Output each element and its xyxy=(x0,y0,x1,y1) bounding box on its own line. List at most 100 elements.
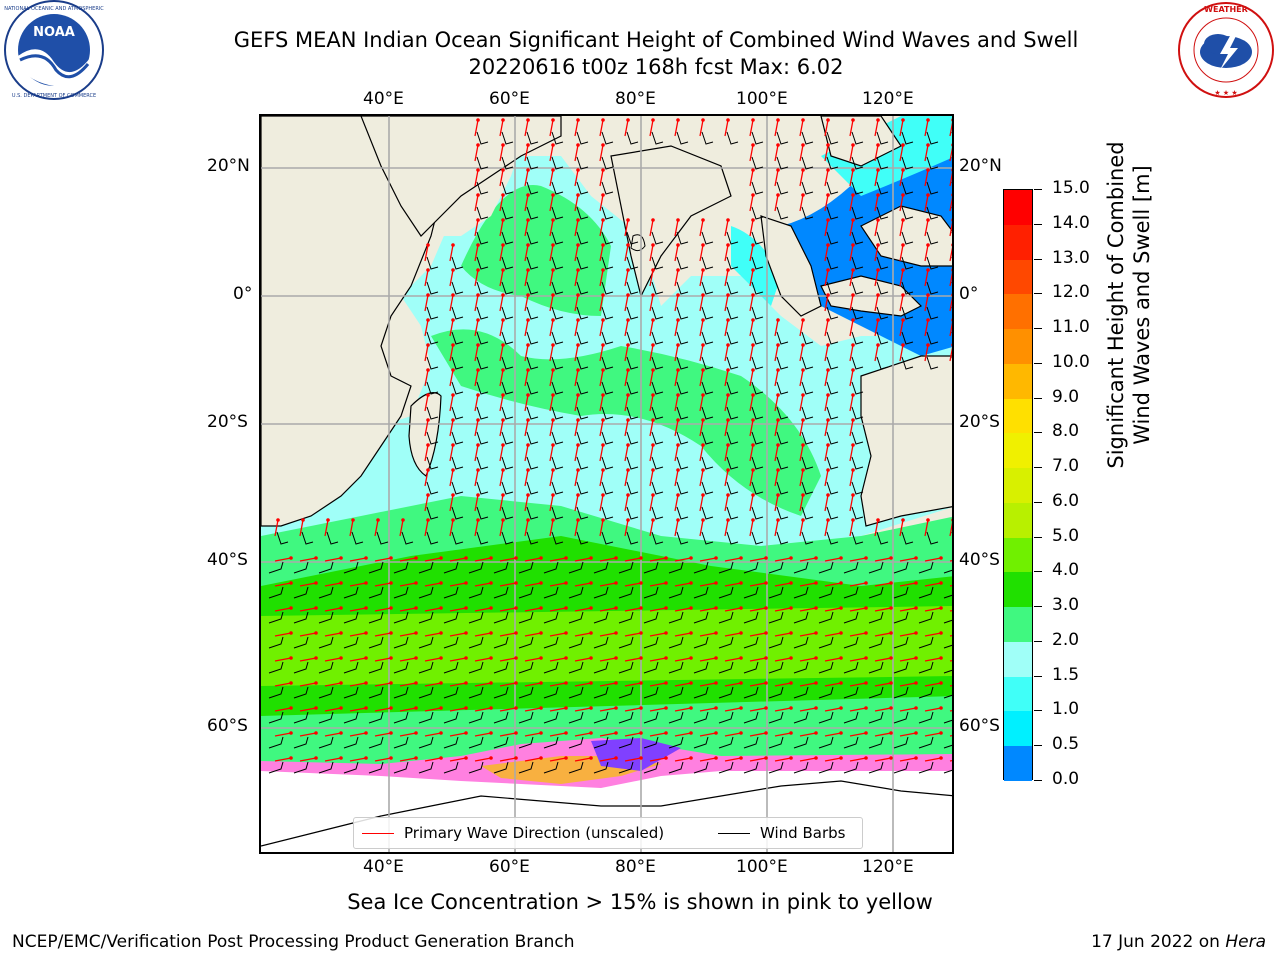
wave-arrow-head xyxy=(676,118,680,122)
colorbar-band xyxy=(1004,641,1032,677)
wave-direction-arrow xyxy=(674,582,692,587)
wave-direction-arrow xyxy=(474,344,479,362)
wind-barb xyxy=(501,406,514,420)
wind-barb xyxy=(751,306,764,320)
wind-barb xyxy=(826,256,839,270)
wave-arrow-head xyxy=(501,168,505,172)
wind-barb xyxy=(726,431,739,445)
wind-barb xyxy=(776,206,789,220)
wave-arrow-head xyxy=(526,243,530,247)
wave-direction-arrow xyxy=(849,757,867,762)
wind-barb xyxy=(668,561,684,574)
wave-direction-arrow xyxy=(874,219,879,237)
wave-arrow-head xyxy=(739,606,743,610)
wave-direction-arrow xyxy=(749,707,767,712)
wave-direction-arrow xyxy=(474,519,479,537)
wave-arrow-head xyxy=(951,243,952,247)
wave-arrow-head xyxy=(889,631,893,635)
wind-barb xyxy=(951,132,952,134)
wave-arrow-head xyxy=(551,393,555,397)
wave-direction-arrow xyxy=(524,419,529,437)
wind-barb xyxy=(318,761,334,774)
wind-barb xyxy=(293,661,309,674)
wave-direction-arrow xyxy=(949,271,952,287)
wind-barb xyxy=(743,736,759,749)
wave-direction-arrow xyxy=(824,319,829,337)
wave-direction-arrow xyxy=(774,632,792,637)
wave-arrow-head xyxy=(901,143,905,147)
wave-direction-arrow xyxy=(574,757,592,762)
wave-direction-arrow xyxy=(724,557,742,562)
wind-barb xyxy=(718,586,734,599)
wind-barb xyxy=(526,381,539,395)
wind-barb xyxy=(918,736,934,749)
wind-barb xyxy=(526,481,539,495)
wave-arrow-head xyxy=(701,268,705,272)
wave-arrow-head xyxy=(476,118,480,122)
wave-arrow-head xyxy=(751,118,755,122)
wind-barb xyxy=(293,736,309,749)
wave-direction-arrow xyxy=(449,632,467,637)
wave-arrow-head xyxy=(539,631,543,635)
wave-arrow-head xyxy=(601,243,605,247)
wind-barb xyxy=(443,711,459,724)
wave-arrow-head xyxy=(526,443,530,447)
wave-direction-arrow xyxy=(949,121,952,137)
wave-direction-arrow xyxy=(824,219,829,237)
wave-direction-arrow xyxy=(549,732,567,737)
wave-arrow-head xyxy=(701,318,705,322)
wave-arrow-head xyxy=(726,243,730,247)
wind-barb xyxy=(693,586,709,599)
colorbar-tick xyxy=(1034,675,1042,677)
wave-direction-arrow xyxy=(449,319,454,337)
colorbar-tick-label: 6.0 xyxy=(1052,490,1080,511)
wave-direction-arrow xyxy=(574,194,579,212)
wave-arrow-head xyxy=(814,581,818,585)
wave-arrow-head xyxy=(851,193,855,197)
wind-barb xyxy=(593,586,609,599)
colorbar-band xyxy=(1004,329,1032,364)
wave-direction-arrow xyxy=(749,607,767,612)
wave-arrow-head xyxy=(651,418,655,422)
wind-barb xyxy=(526,356,539,370)
wave-direction-arrow xyxy=(749,519,754,537)
wave-direction-arrow xyxy=(799,707,817,712)
wind-barb xyxy=(718,761,734,774)
wind-barb xyxy=(768,686,784,699)
wave-direction-arrow xyxy=(799,582,817,587)
wind-barb xyxy=(951,307,952,309)
wave-direction-arrow xyxy=(549,319,554,337)
wind-barb xyxy=(676,281,689,295)
wave-direction-arrow xyxy=(824,169,829,187)
wave-direction-arrow xyxy=(749,444,754,462)
wave-arrow-head xyxy=(789,556,793,560)
wave-direction-arrow xyxy=(649,632,667,637)
wave-direction-arrow xyxy=(499,444,504,462)
wind-barb xyxy=(701,256,714,270)
wind-barb xyxy=(476,406,489,420)
wave-direction-arrow xyxy=(324,732,342,737)
wind-barb xyxy=(876,206,889,220)
wave-arrow-head xyxy=(601,218,605,222)
wave-direction-arrow xyxy=(449,657,467,662)
wave-direction-arrow xyxy=(649,394,654,412)
wave-direction-arrow xyxy=(849,682,867,687)
wave-arrow-head xyxy=(501,518,505,522)
sea-ice-caption: Sea Ice Concentration > 15% is shown in … xyxy=(347,890,933,914)
wave-direction-arrow xyxy=(499,757,517,762)
wave-arrow-head xyxy=(451,368,455,372)
wind-barb xyxy=(393,761,409,774)
wind-barb xyxy=(851,331,864,345)
wave-arrow-head xyxy=(526,118,530,122)
wind-barb xyxy=(526,181,539,195)
wave-direction-arrow xyxy=(524,319,529,337)
wave-direction-arrow xyxy=(524,607,542,612)
wave-arrow-head xyxy=(564,606,568,610)
wind-barb xyxy=(718,711,734,724)
wave-direction-arrow xyxy=(749,194,754,212)
wind-barb xyxy=(751,231,764,245)
wave-direction-arrow xyxy=(824,144,829,162)
wave-direction-arrow xyxy=(774,169,779,187)
wave-direction-arrow xyxy=(949,321,952,337)
wave-direction-arrow xyxy=(399,707,417,712)
